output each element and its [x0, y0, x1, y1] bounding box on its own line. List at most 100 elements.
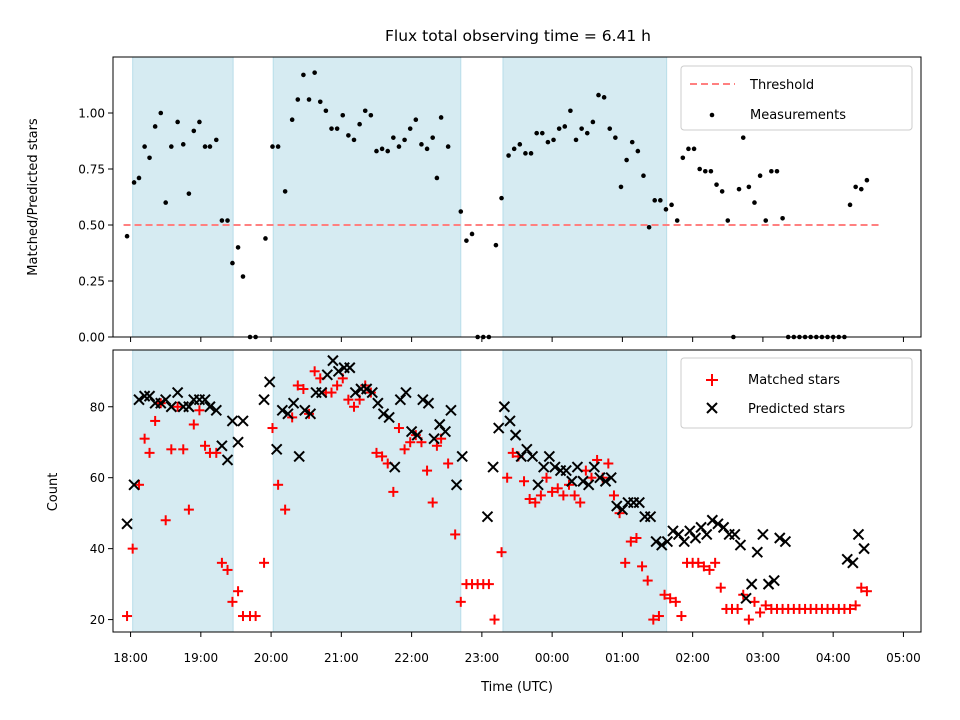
- matched-point: [575, 497, 586, 508]
- predicted-point: [689, 532, 702, 544]
- matched-point: [535, 490, 546, 501]
- measurement-point: [629, 139, 635, 145]
- predicted-point: [282, 408, 294, 420]
- predicted-point: [422, 397, 435, 409]
- measurement-point: [674, 218, 680, 223]
- measurement-point: [430, 135, 435, 140]
- measurement-point: [499, 195, 504, 201]
- measurement-point: [613, 135, 618, 140]
- measurement-point: [780, 215, 785, 221]
- measurement-point: [131, 180, 137, 185]
- matched-point: [861, 586, 872, 597]
- matched-point: [326, 387, 337, 398]
- predicted-point: [543, 450, 556, 463]
- measurement-point: [545, 139, 551, 145]
- predicted-point: [138, 390, 151, 402]
- legend-bottom-frame: [680, 357, 913, 429]
- matched-point: [455, 596, 466, 607]
- matched-point: [332, 380, 343, 391]
- matched-point: [298, 384, 309, 395]
- shaded-span: [502, 56, 668, 338]
- measurement-point: [584, 130, 590, 136]
- matched-point: [670, 596, 681, 607]
- y-tick-label: 0.75: [78, 163, 105, 177]
- measurement-point: [445, 144, 451, 149]
- matched-point: [280, 504, 291, 515]
- predicted-point: [383, 411, 395, 424]
- predicted-point: [304, 408, 317, 420]
- matched-point: [178, 444, 189, 455]
- measurement-point: [646, 224, 652, 230]
- y-tick-label: 0.00: [78, 331, 105, 345]
- matched-point: [502, 472, 513, 483]
- matched-point: [743, 614, 754, 625]
- legend-predicted-swatch: [706, 402, 718, 414]
- predicted-point: [504, 415, 516, 427]
- axes-frame: [112, 56, 922, 338]
- predicted-point: [232, 436, 244, 448]
- predicted-point: [210, 404, 222, 417]
- legend-top-frame: [680, 65, 913, 131]
- matched-point: [845, 603, 856, 614]
- predicted-point: [526, 450, 539, 463]
- x-tick-label: 03:00: [746, 651, 781, 665]
- legend-threshold-label: Threshold: [749, 78, 814, 93]
- measurement-point: [186, 191, 192, 196]
- measurement-point: [596, 92, 601, 98]
- axes-frame: [112, 349, 922, 633]
- matched-point: [608, 490, 619, 501]
- predicted-point: [360, 383, 373, 395]
- measurement-point: [225, 218, 230, 223]
- predicted-point: [498, 401, 511, 413]
- matched-point: [676, 611, 687, 622]
- measurement-point: [240, 274, 246, 279]
- predicted-point: [779, 535, 792, 548]
- predicted-point: [411, 429, 423, 441]
- measurement-point: [346, 133, 351, 138]
- x-tick-label: 02:00: [675, 651, 710, 665]
- measurement-point: [340, 112, 346, 118]
- measurement-point: [263, 236, 268, 241]
- measurement-point: [438, 115, 444, 120]
- matched-point: [422, 465, 433, 476]
- matched-point: [541, 472, 552, 483]
- measurement-point: [607, 126, 613, 131]
- matched-point: [399, 444, 410, 455]
- predicted-point: [221, 454, 234, 466]
- matched-point: [749, 596, 760, 607]
- measurement-point: [763, 218, 769, 223]
- measurement-point: [301, 72, 306, 78]
- measurement-point: [385, 148, 391, 154]
- matched-point: [580, 465, 591, 476]
- measurement-point: [669, 202, 674, 208]
- bottom-y-axis-label: Count: [46, 473, 61, 512]
- matched-point: [200, 440, 211, 451]
- predicted-point: [678, 535, 690, 548]
- predicted-point: [858, 542, 870, 555]
- measurement-point: [579, 126, 584, 131]
- predicted-point: [487, 461, 499, 473]
- predicted-point: [616, 503, 629, 516]
- measurement-point: [295, 97, 301, 102]
- measurement-point: [493, 242, 499, 248]
- measurement-point: [163, 200, 168, 205]
- predicted-point: [293, 450, 305, 463]
- matched-point: [183, 504, 194, 515]
- predicted-point: [700, 528, 713, 541]
- chart-title: Flux total observing time = 6.41 h: [385, 27, 651, 45]
- matched-point: [233, 586, 244, 597]
- matched-point: [188, 419, 199, 430]
- measurement-point: [219, 218, 225, 223]
- matched-point: [732, 603, 743, 614]
- predicted-point: [237, 415, 249, 427]
- matched-point: [558, 490, 569, 501]
- matched-point: [348, 401, 359, 412]
- measurement-point: [158, 110, 164, 116]
- measurement-point: [230, 260, 235, 266]
- matched-point: [552, 483, 563, 494]
- predicted-point: [493, 422, 505, 434]
- matched-point: [250, 611, 261, 622]
- measurement-point: [191, 128, 197, 134]
- matched-point: [450, 529, 461, 540]
- matched-point: [377, 451, 388, 462]
